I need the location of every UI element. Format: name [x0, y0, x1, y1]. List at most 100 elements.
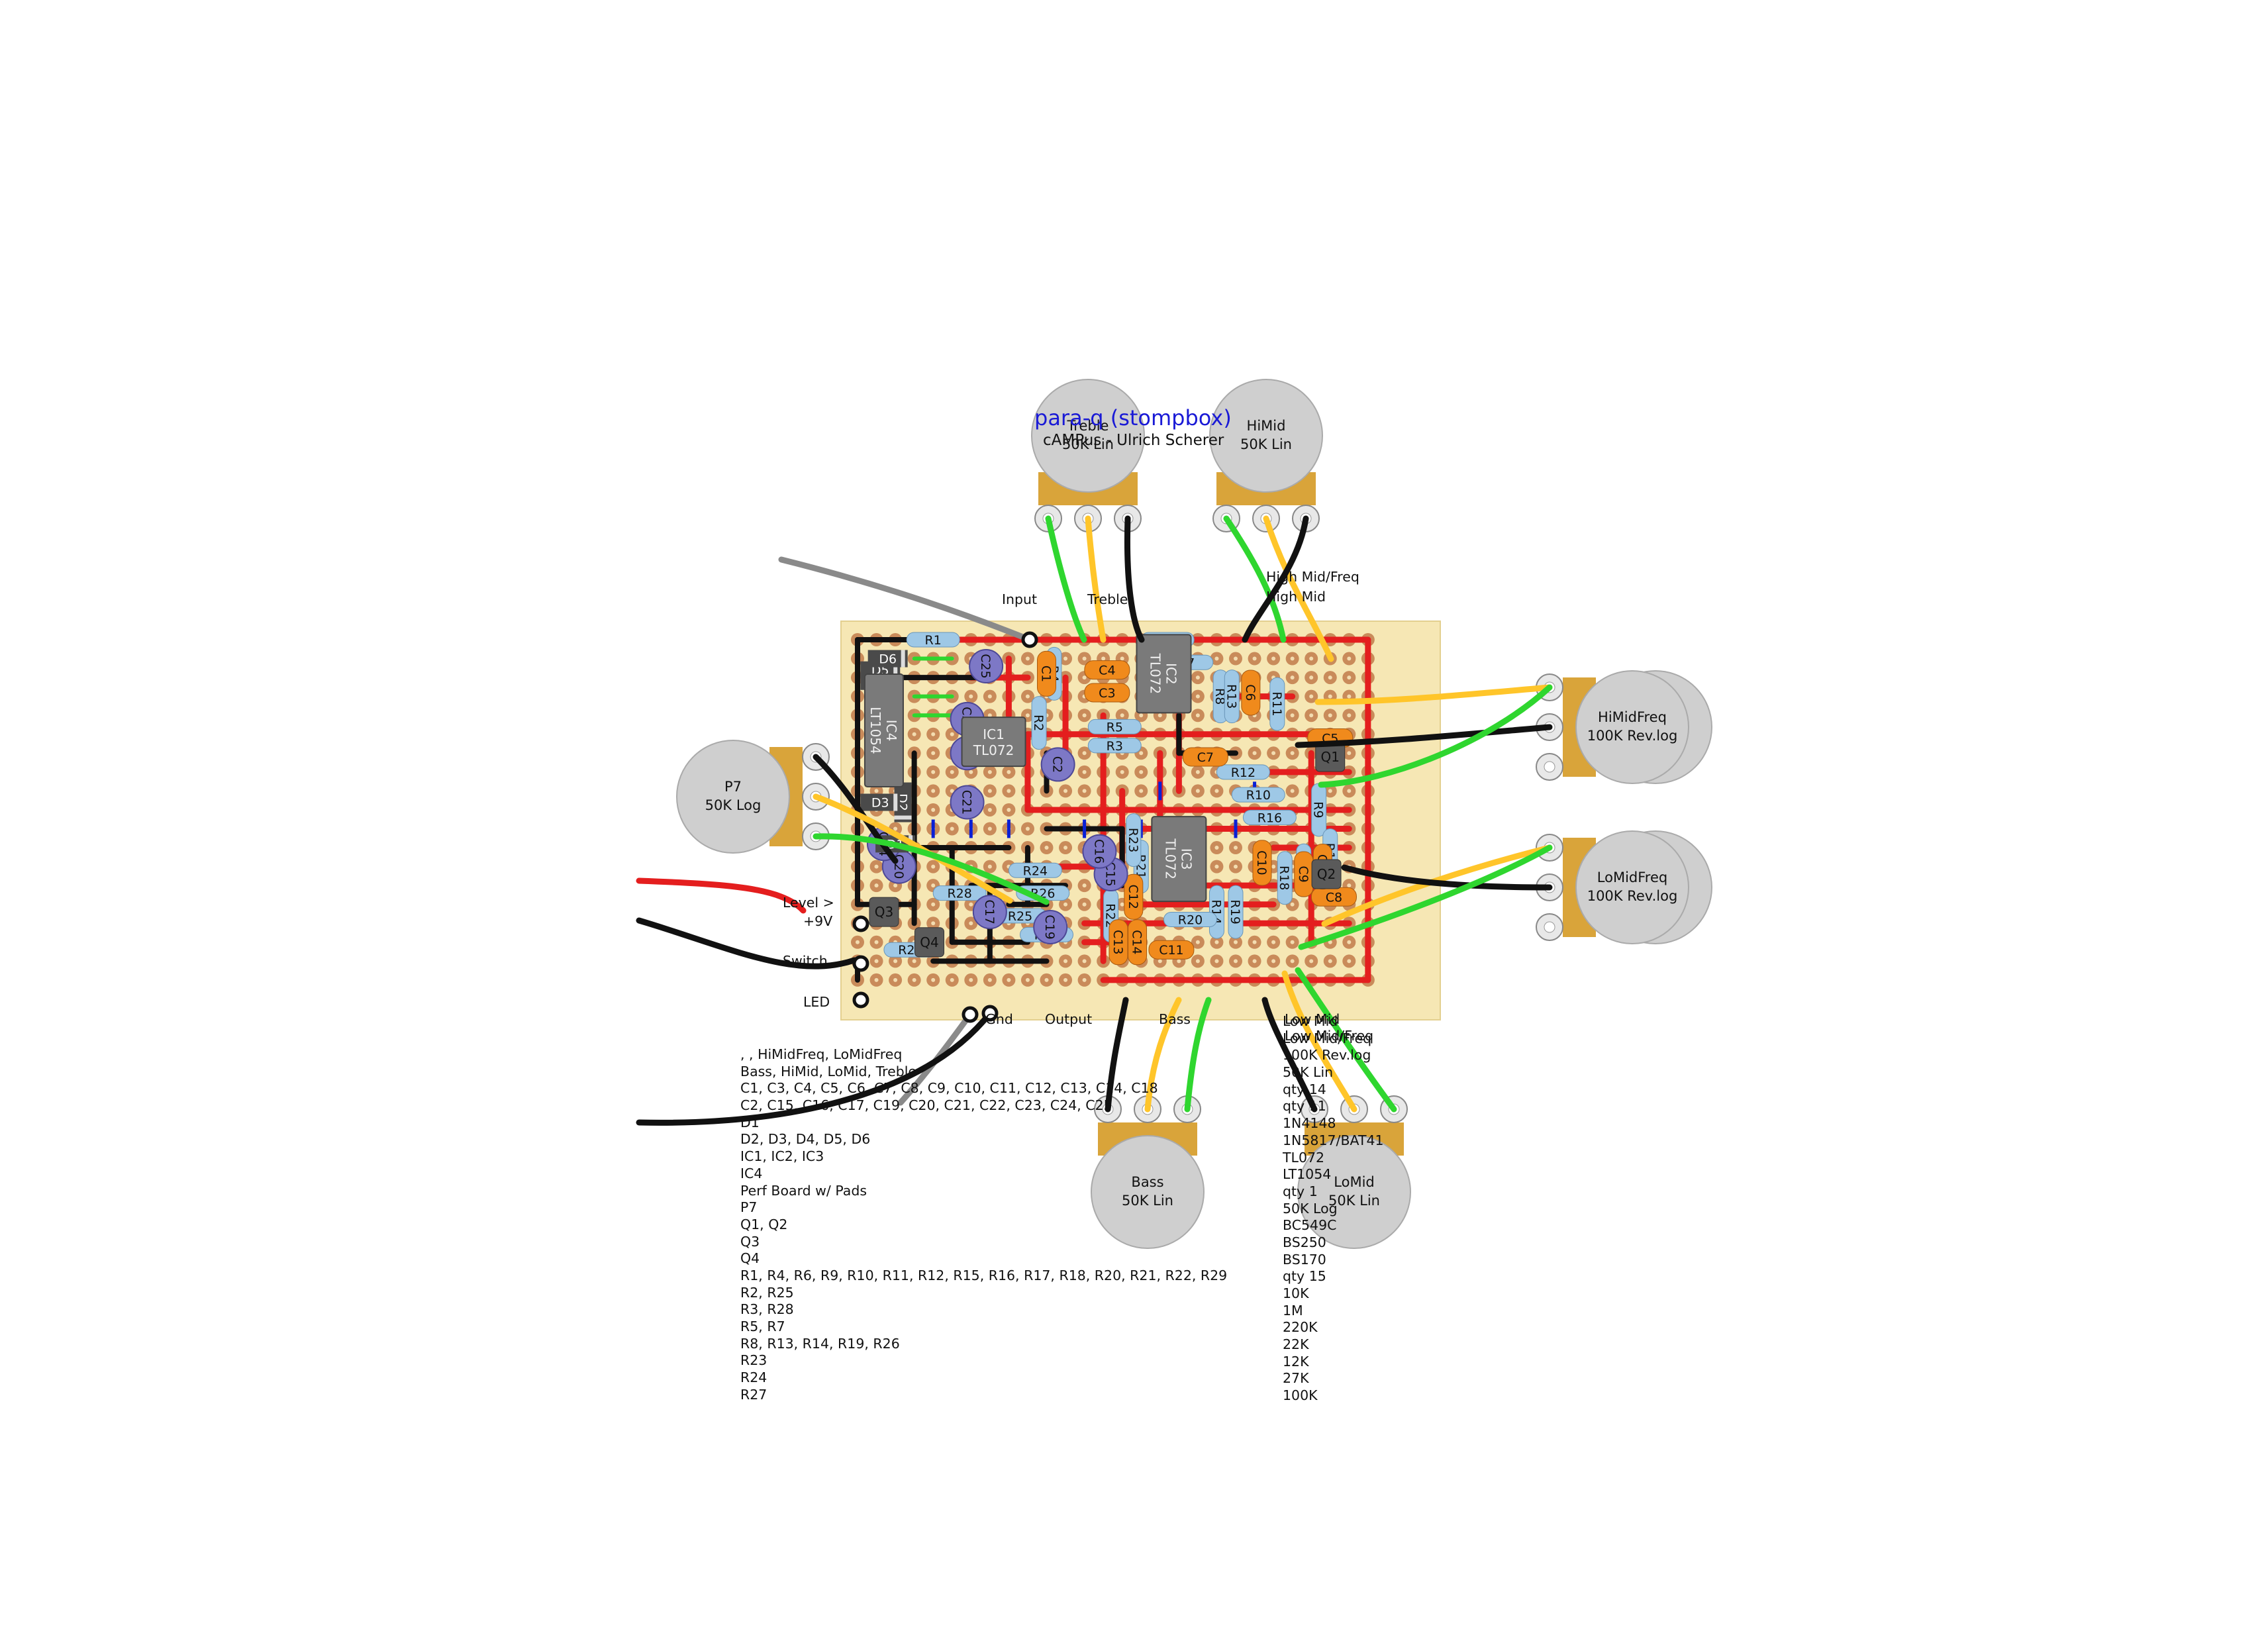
transistor-q1: Q1 [1315, 742, 1346, 772]
ic-part: TL072 [1148, 653, 1163, 695]
wire-label-high-mid: High Mid [1266, 589, 1326, 605]
pot-value: 50K Log [705, 797, 762, 813]
bass-wire-1 [1105, 997, 1129, 1113]
pad-hole [1082, 789, 1087, 793]
resistor-r8: R8 [1212, 670, 1228, 724]
bom-parts-cell: C2, C15, C16, C17, C19, C20, C21, C22, C… [740, 1097, 1112, 1114]
bom-parts-cell: Q4 [740, 1250, 760, 1267]
p7-wire-2 [813, 793, 1013, 904]
wire-label-low-mid-freq: Low Mid/Freq [1285, 1028, 1373, 1044]
lomid-wire-3 [1295, 967, 1397, 1113]
pad-hole [874, 977, 879, 982]
pad-hole [1347, 675, 1352, 680]
pad-hole [987, 807, 992, 812]
electrolytic-label: C25 [978, 654, 993, 678]
resistor-r10: R10 [1231, 787, 1285, 803]
pot-value: 50K Lin [1122, 1193, 1173, 1209]
film-cap-c8: C8 [1310, 887, 1357, 907]
resistor-label: R24 [1023, 864, 1048, 878]
electrolytic-label: C17 [982, 899, 997, 924]
electrolytic-body [1040, 747, 1075, 782]
pad-hole [912, 977, 916, 982]
resistor-label: R5 [1107, 720, 1123, 734]
pad-hole [1044, 846, 1049, 850]
pad-hole [1007, 789, 1011, 793]
transistor-body [1311, 859, 1342, 889]
pad-hole [1347, 883, 1352, 888]
resistor-r9: R9 [1311, 783, 1327, 837]
transistor-body [869, 897, 899, 927]
pad-hole [1214, 864, 1219, 869]
transistor-body [914, 927, 944, 958]
pad-hole [1347, 713, 1352, 718]
pad-hole [1328, 694, 1332, 699]
pad-hole [1290, 751, 1295, 756]
electrolytic-c2: C2 [1040, 747, 1075, 782]
transistor-q4: Q4 [914, 927, 944, 958]
pad-hole [1195, 959, 1200, 964]
pot-himidfreq: HiMidFreq 100K Rev.log [1536, 670, 1712, 784]
pot-body [1297, 1135, 1411, 1249]
transistor-label: Q3 [875, 904, 893, 920]
bom-parts-cell [740, 1403, 1227, 1420]
pad-hole [931, 770, 936, 774]
pad-hole [893, 959, 898, 964]
cap-label: C4 [1099, 664, 1115, 678]
pad-hole [1290, 902, 1295, 907]
pad-hole [1063, 902, 1068, 907]
bom-parts-cell: IC1, IC2, IC3 [740, 1148, 824, 1165]
cap-body [1148, 940, 1195, 960]
pot-body [1091, 1135, 1205, 1249]
ic-part: TL072 [1162, 838, 1178, 879]
diode-band [901, 650, 905, 668]
p7-wire-3 [813, 833, 1050, 905]
pad-hole [1195, 940, 1200, 944]
pad-hole [1063, 846, 1068, 850]
pad-hole [1082, 713, 1087, 718]
bom-value-cell: 27K [1283, 1370, 1309, 1387]
ic-part: LT1054 [867, 707, 883, 754]
lomidfreq-wire-2 [1341, 864, 1553, 891]
pad-hole [1025, 656, 1030, 661]
bom-parts-column: , , HiMidFreq, LoMidFreq Bass, HiMid, LoM… [740, 1046, 1227, 1438]
pad-hole [1309, 656, 1314, 661]
transistor-q2: Q2 [1311, 859, 1342, 889]
resistor-r3: R3 [1087, 738, 1142, 754]
pad-hole [1195, 694, 1200, 699]
himidfreq-wire-2 [1295, 724, 1553, 748]
bom-parts-cell [740, 1420, 1227, 1438]
electrolytic-label: C21 [960, 790, 974, 815]
pad-hole [969, 921, 973, 926]
pad-hole [874, 789, 879, 793]
pad-hole [1139, 789, 1144, 793]
pad-hole [1347, 751, 1352, 756]
bom-value-cell: 220K [1283, 1319, 1318, 1336]
resistor-body [1216, 764, 1270, 780]
pad-hole [1347, 940, 1352, 944]
bom-value-cell: 1N5817/BAT41 [1283, 1132, 1384, 1148]
bom-parts-cell: D2, D3, D4, D5, D6 [740, 1131, 871, 1148]
pad-hole [1271, 959, 1276, 964]
pad-hole [874, 940, 879, 944]
resistor-body [1269, 677, 1285, 731]
pad-hole [950, 732, 954, 736]
bom-parts-cell: R2, R25 [740, 1284, 794, 1301]
resistor-label: R1 [925, 633, 942, 648]
pot-bass: Bass 50K Lin [1091, 1095, 1205, 1249]
electrolytic-body [969, 648, 1004, 683]
resistor-body [932, 885, 987, 901]
cap-label: C3 [1099, 686, 1115, 701]
pad-hole [1234, 940, 1238, 944]
pad-hole [874, 883, 879, 888]
resistor-body [1231, 787, 1285, 803]
wire-terminal [852, 915, 869, 932]
cap-label: C7 [1197, 750, 1214, 765]
electrolytic-c16: C16 [1082, 834, 1117, 869]
pot-name: LoMidFreq [1597, 870, 1667, 885]
treble-wire-2 [1085, 515, 1107, 643]
pad-hole [1271, 864, 1276, 869]
pot-name: HiMid [1247, 418, 1286, 434]
pot-value: 50K Lin [1062, 436, 1114, 452]
pad-hole [1290, 713, 1295, 718]
pad-hole [1309, 959, 1314, 964]
